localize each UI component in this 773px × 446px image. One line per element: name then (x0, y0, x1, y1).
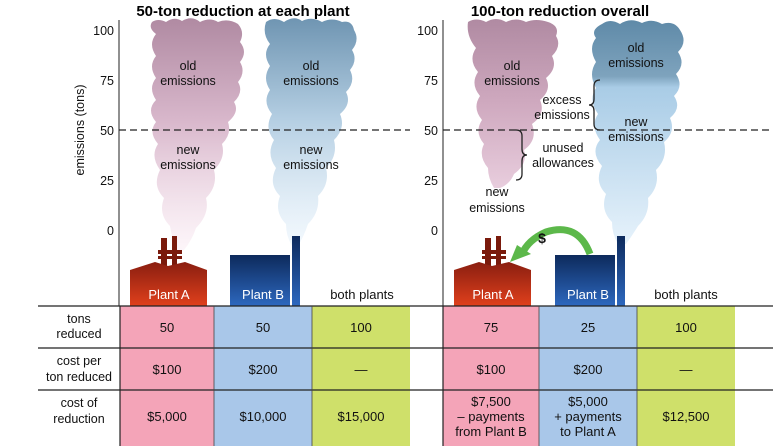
y2-tick-75: 75 (424, 74, 438, 88)
table-cell: $10,000 (240, 409, 287, 424)
plant-a-factory-panel-1: Plant A (130, 236, 207, 306)
table-cell: — (355, 362, 368, 377)
p2-b-old-l1: old (628, 41, 645, 55)
p1-b-new-l2: emissions (283, 158, 339, 172)
table-cell-line: from Plant B (455, 424, 527, 439)
table-cell: 100 (350, 320, 372, 335)
panel-1: 50-ton reduction at each plant 100 75 50… (73, 3, 410, 306)
plume-b-panel-1 (264, 18, 357, 246)
row-label-2-l2: ton reduced (46, 370, 112, 384)
panel-1-y-axis: 100 75 50 25 0 emissions (tons) (73, 20, 120, 306)
table-cell-line: + payments (554, 409, 622, 424)
table-cell: 50 (256, 320, 270, 335)
plume-a-panel-2 (467, 19, 559, 188)
plume-b-panel-2 (592, 20, 684, 244)
row-label-1-l2: reduced (56, 327, 101, 341)
p1-a-new-l1: new (177, 143, 201, 157)
both-plants-label-panel-2: both plants (654, 287, 718, 302)
p2-b-new-l2: emissions (608, 130, 664, 144)
table-cell: $15,000 (338, 409, 385, 424)
y2-tick-50: 50 (424, 124, 438, 138)
table-cell: $5,000 (147, 409, 187, 424)
row-label-3-l1: cost of (61, 396, 98, 410)
y-axis-label: emissions (tons) (73, 85, 87, 176)
plant-a-label-panel-1: Plant A (148, 287, 190, 302)
payment-arrow: $ (510, 226, 594, 262)
p2-a-new-l2: emissions (469, 201, 525, 215)
plant-b-label-panel-1: Plant B (242, 287, 284, 302)
table-cell-line: $7,500 (471, 394, 511, 409)
y-tick-100: 100 (93, 24, 114, 38)
panel-2-title: 100-ton reduction overall (471, 3, 649, 20)
p1-b-new-l1: new (300, 143, 324, 157)
table-cell: $100 (153, 362, 182, 377)
table-cell-line: to Plant A (560, 424, 616, 439)
y2-tick-0: 0 (431, 224, 438, 238)
excess-l1: excess (543, 93, 582, 107)
p2-a-new-l1: new (486, 185, 510, 199)
table-cell-line: – payments (457, 409, 525, 424)
cost-table: tons reduced cost per ton reduced cost o… (38, 305, 773, 446)
table-cell: $200 (249, 362, 278, 377)
y2-tick-25: 25 (424, 174, 438, 188)
p1-a-old-l1: old (180, 59, 197, 73)
y-tick-0: 0 (107, 224, 114, 238)
plant-a-label-panel-2: Plant A (472, 287, 514, 302)
table-cell-line: $5,000 (568, 394, 608, 409)
excess-emissions-bracket: excess emissions (534, 79, 601, 131)
p1-b-old-l2: emissions (283, 74, 339, 88)
plume-a-panel-1 (150, 18, 244, 250)
unused-allowances-bracket: unused allowances (515, 129, 594, 181)
table-cell: $100 (477, 362, 506, 377)
plant-b-factory-panel-1: Plant B (230, 236, 300, 306)
plant-a-factory-panel-2: Plant A (454, 236, 531, 306)
table-cell: $12,500 (663, 409, 710, 424)
table-cell: — (680, 362, 693, 377)
y-tick-50: 50 (100, 124, 114, 138)
panel-1-title: 50-ton reduction at each plant (136, 3, 349, 20)
table-cell: 75 (484, 320, 498, 335)
p2-b-old-l2: emissions (608, 56, 664, 70)
panel-2: 100-ton reduction overall 100 75 50 25 0… (417, 3, 773, 306)
dollar-sign: $ (538, 230, 546, 246)
panel-2-y-axis: 100 75 50 25 0 (417, 20, 444, 306)
p1-a-old-l2: emissions (160, 74, 216, 88)
both-plants-label-panel-1: both plants (330, 287, 394, 302)
row-label-3-l2: reduction (53, 412, 104, 426)
table-cell: 25 (581, 320, 595, 335)
table-cell: 50 (160, 320, 174, 335)
row-label-1-l1: tons (67, 312, 91, 326)
p2-b-new-l1: new (625, 115, 649, 129)
unused-l2: allowances (532, 156, 594, 170)
table-cell: 100 (675, 320, 697, 335)
y-tick-75: 75 (100, 74, 114, 88)
p1-b-old-l1: old (303, 59, 320, 73)
table-cell: $200 (574, 362, 603, 377)
plant-b-factory-panel-2: Plant B (555, 236, 625, 306)
plant-b-label-panel-2: Plant B (567, 287, 609, 302)
row-label-2-l1: cost per (57, 354, 101, 368)
y-tick-25: 25 (100, 174, 114, 188)
p2-a-old-l2: emissions (484, 74, 540, 88)
unused-l1: unused (542, 141, 583, 155)
y2-tick-100: 100 (417, 24, 438, 38)
p1-a-new-l2: emissions (160, 158, 216, 172)
excess-l2: emissions (534, 108, 590, 122)
p2-a-old-l1: old (504, 59, 521, 73)
